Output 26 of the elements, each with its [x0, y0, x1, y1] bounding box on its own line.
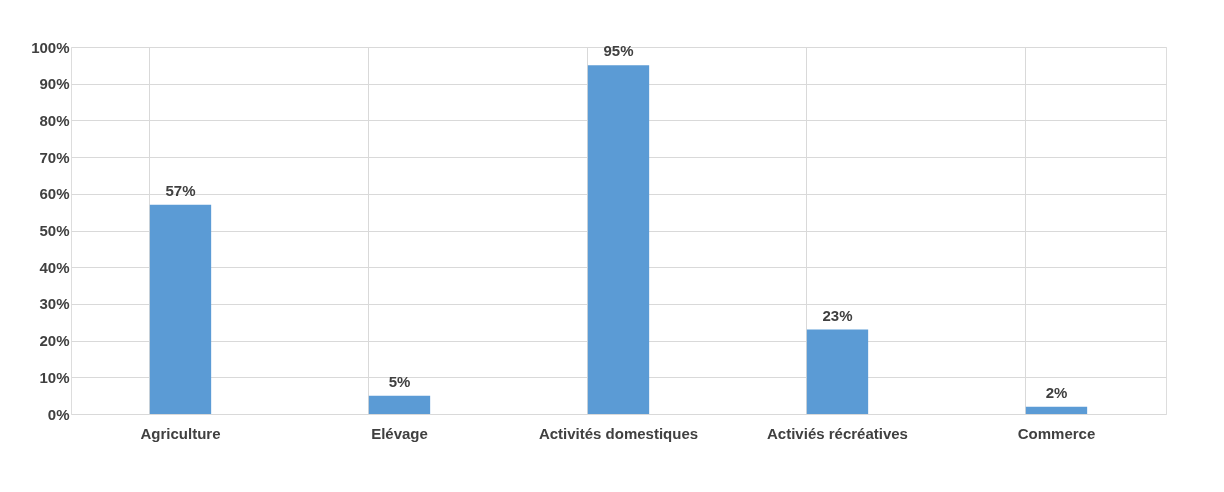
y-tick-label: 40%	[39, 258, 70, 276]
x-tick-label: Activiés récréatives	[767, 424, 908, 442]
y-tick-label: 80%	[39, 111, 70, 129]
y-tick-label: 30%	[39, 295, 70, 313]
y-tick-label: 60%	[39, 185, 70, 203]
x-tick-label: Agriculture	[140, 424, 221, 442]
bar	[368, 395, 431, 414]
x-tick-label: Elévage	[371, 424, 428, 442]
data-label: 23%	[822, 306, 853, 324]
y-tick-label: 20%	[39, 332, 70, 350]
y-tick-label: 70%	[39, 148, 70, 166]
y-tick-label: 90%	[39, 75, 70, 93]
y-tick-label: 50%	[39, 222, 70, 239]
y-tick-label: 0%	[47, 405, 70, 423]
data-label: 5%	[388, 372, 411, 390]
bar	[587, 65, 650, 414]
x-tick-label: Commerce	[1017, 424, 1096, 442]
bar	[1025, 406, 1088, 414]
x-tick-label: Activités domestiques	[538, 424, 699, 442]
data-label: 95%	[603, 42, 634, 60]
y-tick-label: 10%	[39, 368, 70, 386]
data-label: 57%	[165, 181, 196, 199]
bar	[149, 204, 212, 414]
bar	[806, 329, 869, 414]
data-label: 2%	[1045, 383, 1068, 401]
y-tick-label: 100%	[31, 38, 70, 56]
